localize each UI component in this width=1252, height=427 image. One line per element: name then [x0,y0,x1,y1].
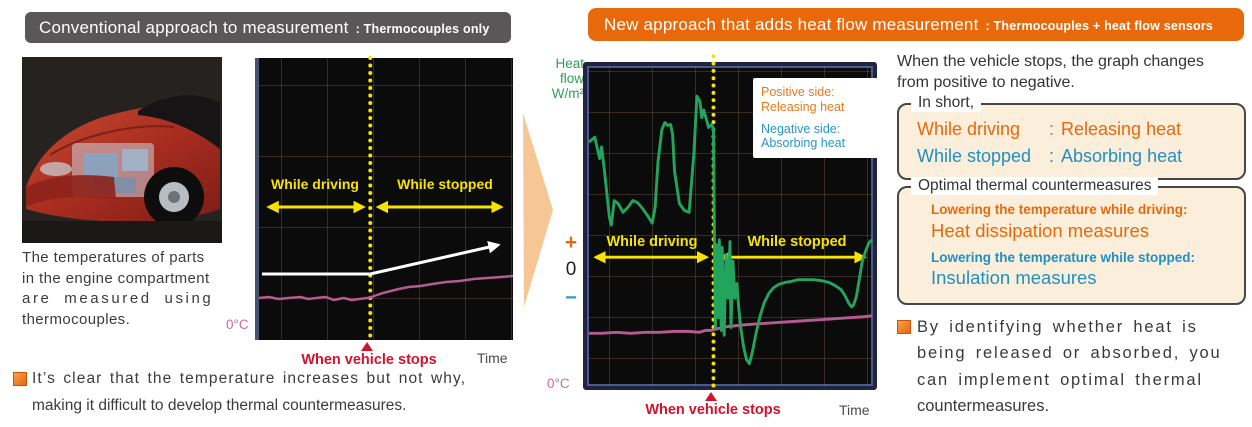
countermeasure-title: Insulation measures [931,267,1097,289]
new-approach-header-subtitle: : Thermocouples + heat flow sensors [985,19,1214,33]
text-line: Positive side: [761,85,835,99]
positive-side-legend: Positive side: Releasing heat [761,85,885,115]
conventional-header-title: Conventional approach to measurement [39,17,349,37]
row-separator: : [1049,146,1055,166]
polarity-axis-labels: + 0 − [558,228,584,312]
row-value: Absorbing heat [1061,146,1183,166]
in-short-box-title: In short, [911,94,981,112]
row-value: Releasing heat [1061,119,1182,139]
car-photo [22,57,222,243]
text-line: from positive to negative. [897,73,1075,91]
time-axis-label: Time [839,402,870,418]
when-vehicle-stops-label: When vehicle stops [645,402,781,418]
negative-side-legend: Negative side: Absorbing heat [761,122,885,152]
countermeasure-caption: Lowering the temperature while stopped: [931,249,1196,265]
new-approach-header-title: New approach that adds heat flow measure… [604,14,979,34]
text-line: flow [559,71,584,87]
text-line: being released or absorbed, you [917,344,1222,363]
text-line: Releasing heat [761,99,845,114]
bullet-square-icon [897,320,911,334]
when-vehicle-stops-label: When vehicle stops [301,352,437,368]
stop-marker-triangle-icon [705,392,717,401]
text-line: thermocouples. [22,311,131,329]
heat-flow-chart: Positive side: Releasing heat Negative si… [583,54,893,390]
while-stopped-label: While stopped [747,234,847,250]
countermeasure-title: Heat dissipation measures [931,219,1149,241]
text-line: countermeasures. [917,397,1050,416]
text-line: in the engine compartment [22,269,210,287]
text-line: can implement optimal thermal [917,370,1203,389]
time-axis-label: Time [477,350,508,366]
text-line: Absorbing heat [761,136,846,151]
row-label: While stopped [917,146,1032,166]
row-label: While driving [917,119,1021,139]
driving-countermeasure: Lowering the temperature while driving: … [931,201,1244,242]
text-line: W/m² [551,86,584,102]
thermocouple-caption: The temperatures of parts in the engine c… [22,248,234,331]
countermeasure-items: Lowering the temperature while driving: … [899,188,1244,289]
flow-arrow-right-icon [523,113,553,307]
polarity-legend: Positive side: Releasing heat Negative si… [753,78,893,158]
in-short-box: In short, While driving : Releasing heat… [897,94,1246,180]
new-approach-conclusion: By identifying whether heat is being rele… [917,314,1250,420]
plus-sign-label: + [564,231,578,254]
text-line: It’s clear that the temperature increase… [32,370,467,387]
minus-sign-label: − [565,286,577,309]
zero-celsius-label: 0°C [226,317,249,332]
stop-marker-triangle-icon [361,342,373,351]
while-driving-label: While driving [271,176,359,192]
text-line: When the vehicle stops, the graph change… [897,53,1204,70]
text-line: Negative side: [761,121,841,136]
temperature-chart: While driving While stopped [255,56,514,342]
heat-flow-axis-label: Heat flow W/m² [536,56,584,101]
temperature-line [258,274,514,302]
while-stopped-row: While stopped : Absorbing heat [917,143,1244,170]
bullet-square-icon [13,372,27,386]
countermeasure-caption: Lowering the temperature while driving: [931,202,1188,217]
new-approach-header: New approach that adds heat flow measure… [588,8,1244,41]
text-line: making it difficult to develop thermal c… [32,396,407,414]
conventional-header: Conventional approach to measurement : T… [25,12,511,43]
temperature-trend-arrow [261,241,501,276]
conventional-conclusion: It’s clear that the temperature increase… [32,366,524,419]
conventional-header-subtitle: : Thermocouples only [355,22,490,36]
car-illustration [22,57,222,243]
stopped-countermeasure: Lowering the temperature while stopped: … [931,249,1244,290]
text-line: By identifying whether heat is [917,318,1198,336]
temperature-chart-plot [258,56,514,342]
heat-flow-line [588,94,874,366]
row-separator: : [1049,119,1055,139]
zero-celsius-label: 0°C [547,376,570,391]
text-line: are measured using [22,290,214,308]
countermeasures-box-title: Optimal thermal countermeasures [911,177,1159,195]
while-driving-label: While driving [606,234,698,250]
text-line: The temperatures of parts [22,249,205,266]
countermeasures-box: Optimal thermal countermeasures Lowering… [897,177,1246,305]
zero-sign-label: 0 [565,259,577,281]
heat-flow-chart-plot [588,54,874,388]
in-short-rows: While driving : Releasing heat While sto… [899,105,1244,170]
while-stopped-label: While stopped [397,176,493,192]
while-driving-row: While driving : Releasing heat [917,116,1244,143]
graph-change-summary: When the vehicle stops, the graph change… [897,52,1249,94]
text-line: Heat [555,56,584,71]
